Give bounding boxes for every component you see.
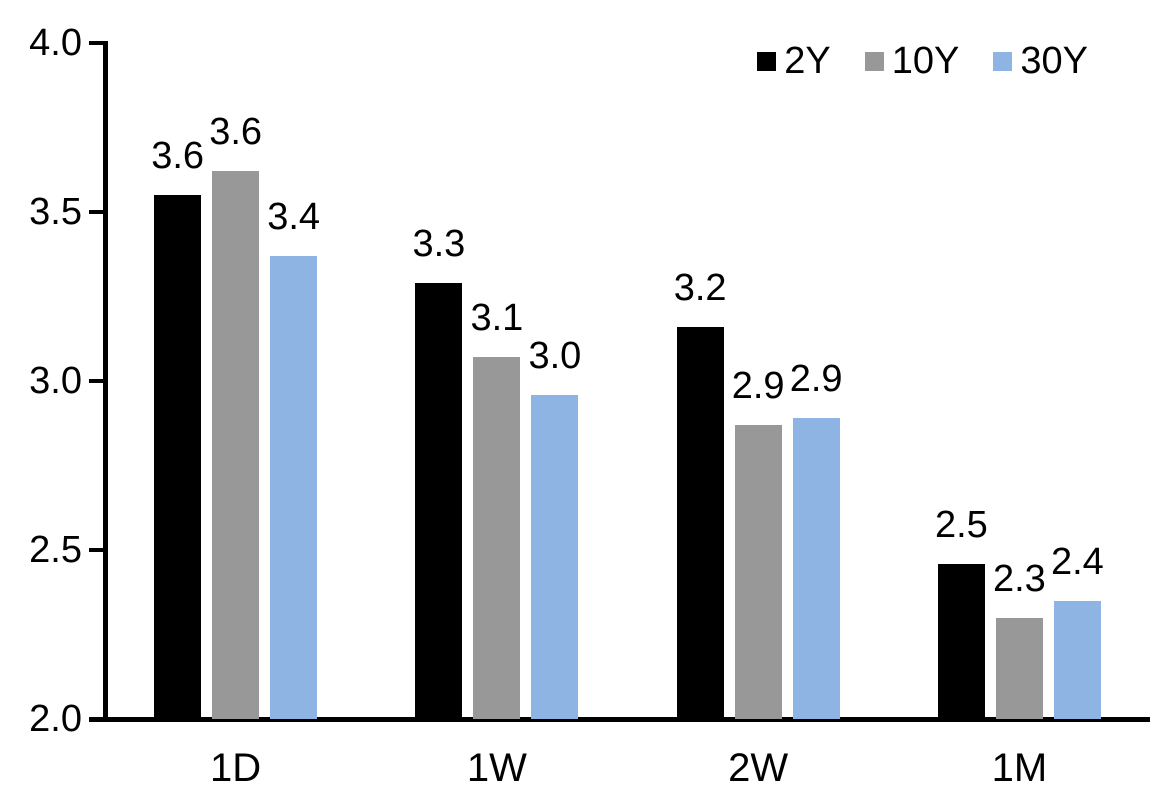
legend-label-10y: 10Y (891, 40, 960, 82)
bar-10y-1w (473, 357, 521, 719)
bar-30y-2w (792, 418, 840, 719)
bar-10y-1d (212, 171, 260, 719)
y-axis-tick (89, 379, 104, 383)
legend-swatch-30y (993, 51, 1013, 71)
y-axis-tick-label: 2.0 (29, 698, 82, 740)
x-axis-line (89, 717, 1150, 722)
legend-label-30y: 30Y (1020, 40, 1088, 82)
legend-entry-10y: 10Y (864, 40, 960, 82)
y-axis-tick (89, 41, 104, 45)
legend-swatch-2y (757, 51, 777, 71)
x-axis-label: 2W (728, 746, 789, 790)
bar-value-label: 3.4 (267, 195, 321, 238)
x-axis-label: 1M (991, 746, 1048, 790)
legend-label-2y: 2Y (784, 40, 831, 82)
y-axis-tick-label: 4.0 (29, 22, 82, 64)
bar-value-label: 2.4 (1050, 540, 1104, 583)
legend-entry-2y: 2Y (757, 40, 831, 82)
bar-value-label: 2.9 (789, 358, 843, 401)
bar-value-label: 3.2 (673, 266, 727, 309)
bar-10y-1m (995, 617, 1043, 719)
bar-value-label: 2.9 (731, 364, 785, 407)
bar-10y-2w (734, 424, 782, 719)
bar-value-label: 2.3 (992, 557, 1046, 600)
legend: 2Y 10Y 30Y (757, 42, 1088, 80)
legend-swatch-10y (864, 51, 884, 71)
bar-value-label: 3.6 (209, 111, 263, 154)
y-axis-line (103, 41, 108, 722)
bar-value-label: 3.3 (412, 222, 466, 265)
bar-2y-1w (415, 282, 463, 719)
y-axis-tick-label: 2.5 (29, 529, 82, 571)
bar-2y-1d (154, 195, 202, 719)
bar-value-label: 2.5 (934, 503, 988, 546)
legend-entry-30y: 30Y (993, 42, 1088, 80)
bar-2y-2w (676, 326, 724, 719)
x-axis-label: 1W (466, 746, 527, 790)
bar-value-label: 3.6 (151, 135, 205, 178)
bar-2y-1m (937, 563, 985, 719)
x-axis-label: 1D (210, 746, 262, 790)
y-axis-tick (89, 717, 104, 721)
bar-value-label: 3.1 (470, 297, 524, 340)
y-axis-tick-label: 3.5 (29, 191, 82, 233)
y-axis-tick-label: 3.0 (29, 360, 82, 402)
bar-30y-1w (531, 394, 579, 719)
y-axis-tick (89, 548, 104, 552)
bar-value-label: 3.0 (528, 334, 582, 377)
bar-30y-1m (1053, 600, 1101, 719)
bar-30y-1d (270, 255, 318, 719)
y-axis-tick (89, 210, 104, 214)
